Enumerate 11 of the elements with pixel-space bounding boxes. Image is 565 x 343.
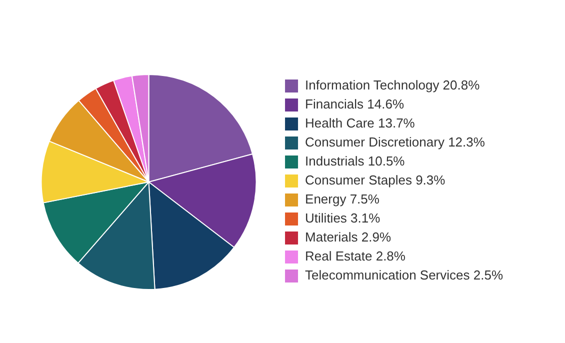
legend-label: Industrials 10.5% [305,154,406,169]
legend-label: Information Technology 20.8% [305,78,480,93]
legend-label: Materials 2.9% [305,230,392,245]
legend-label: Consumer Discretionary 12.3% [305,134,486,150]
legend-label: Consumer Staples 9.3% [305,172,446,188]
legend-label: Telecommunication Services 2.5% [305,268,504,283]
legend-label: Utilities 3.1% [305,210,381,226]
legend-label: Financials 14.6% [305,96,404,112]
legend-label: Health Care 13.7% [305,116,416,131]
legend-label: Energy 7.5% [305,192,380,207]
legend-label: Real Estate 2.8% [305,248,406,264]
